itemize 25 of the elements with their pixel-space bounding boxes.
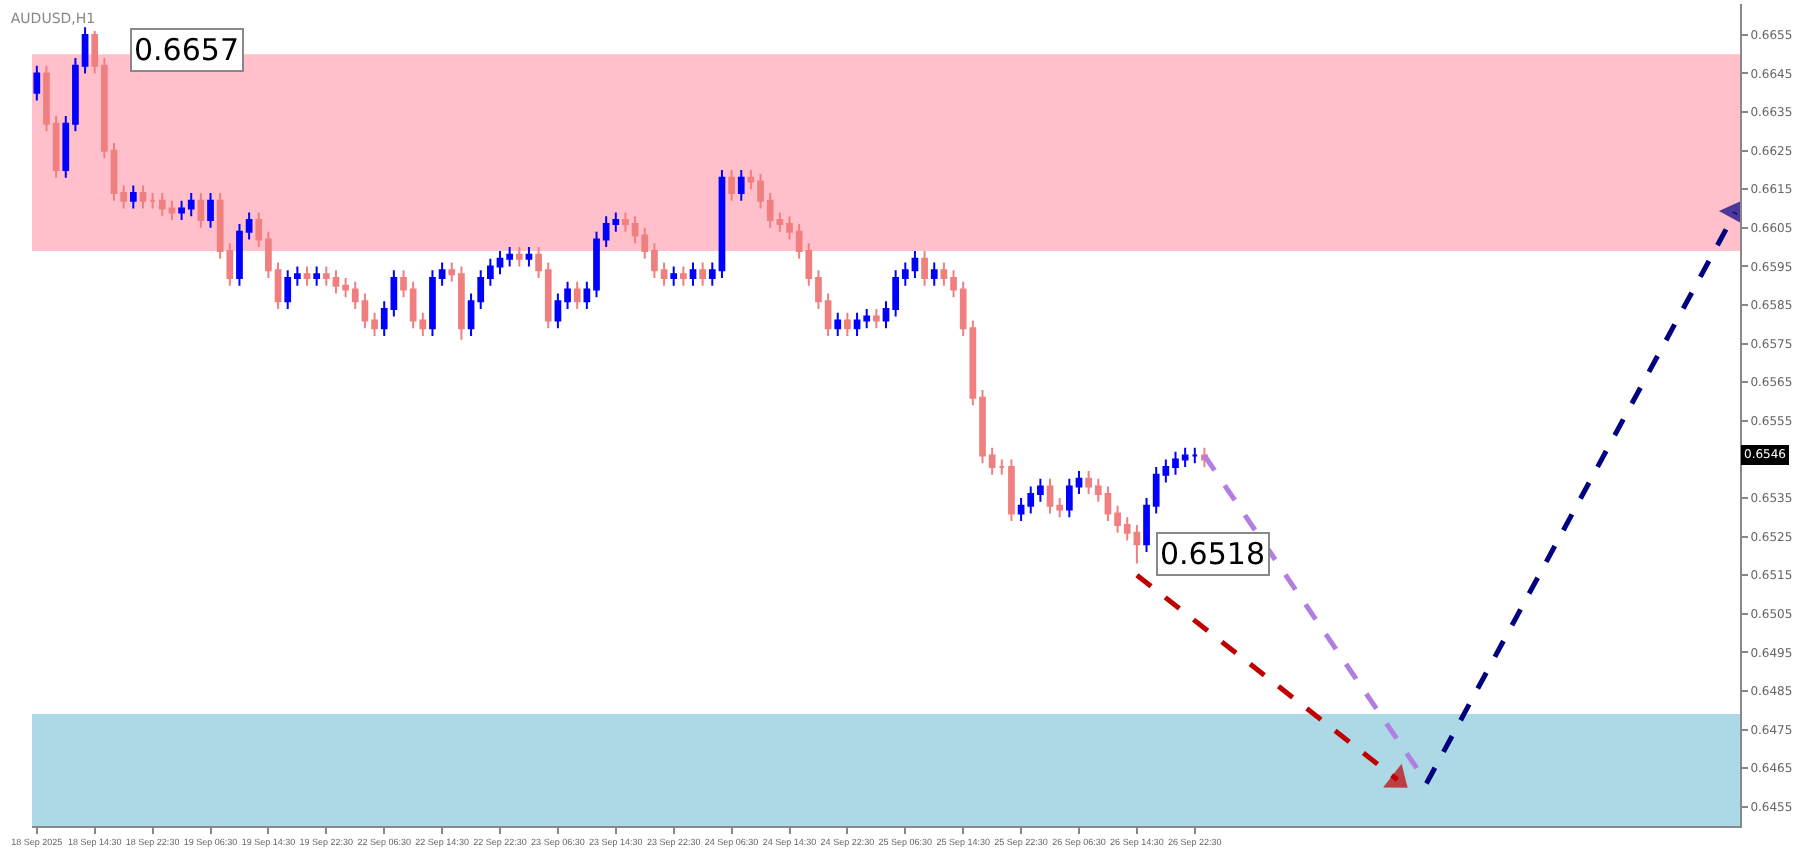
candlestick xyxy=(33,64,41,102)
candlestick xyxy=(573,280,581,310)
candlestick xyxy=(129,184,137,210)
candlestick xyxy=(930,261,938,287)
candlestick xyxy=(728,168,735,202)
candlestick xyxy=(737,168,745,202)
candlestick xyxy=(680,265,687,287)
candlestick xyxy=(303,265,311,287)
candlestick xyxy=(149,192,156,210)
candlestick xyxy=(313,265,321,287)
candlestick xyxy=(834,311,842,337)
candlestick xyxy=(197,192,205,229)
candlestick xyxy=(1008,458,1015,523)
candlestick xyxy=(921,249,928,287)
candlestick xyxy=(207,192,214,229)
candlestick xyxy=(139,184,147,210)
candlestick xyxy=(844,311,851,337)
candlestick xyxy=(525,246,533,268)
candlestick xyxy=(689,261,697,287)
candlestick xyxy=(670,265,678,287)
candlestick xyxy=(872,307,880,330)
annotation: 0.6657 xyxy=(134,32,239,68)
candlestick xyxy=(699,261,707,287)
annotation: 0.6518 xyxy=(1160,536,1265,572)
candlestick xyxy=(515,246,523,268)
